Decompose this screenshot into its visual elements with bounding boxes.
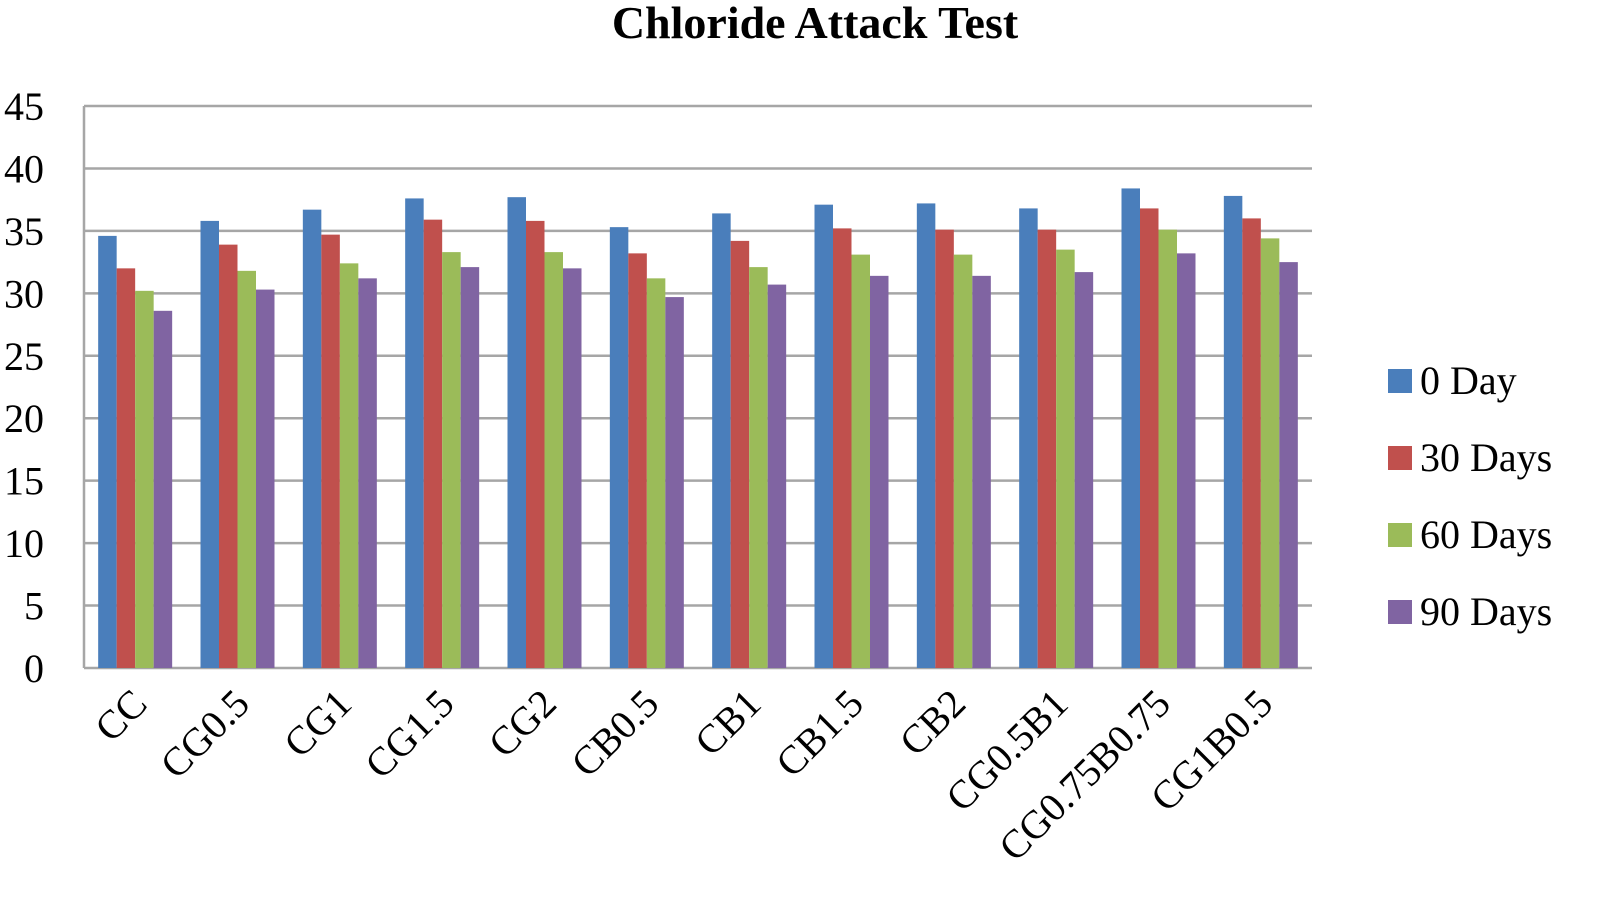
bars [98, 188, 1298, 669]
y-tick-label: 45 [4, 84, 44, 129]
bar [1158, 229, 1177, 668]
bar [98, 235, 117, 668]
bar [851, 254, 870, 668]
bar [302, 209, 322, 668]
bar [423, 219, 443, 668]
bar [1019, 208, 1038, 669]
x-tick-label: CG0.5 [151, 681, 257, 787]
y-tick-label: 5 [24, 584, 44, 629]
bar [321, 234, 340, 668]
x-tick-label: CG2 [480, 681, 565, 766]
bar [665, 297, 684, 668]
bar [730, 240, 750, 668]
bar [712, 213, 731, 668]
legend-swatch [1388, 523, 1412, 547]
x-tick-label: CB1.5 [767, 681, 872, 786]
y-tick-label: 15 [4, 459, 44, 504]
y-tick-label: 35 [4, 209, 44, 254]
bar [1242, 218, 1261, 668]
y-tick-label: 0 [24, 646, 44, 691]
bar [358, 278, 377, 668]
bar [135, 290, 154, 668]
bar [1056, 249, 1075, 668]
bar [256, 289, 275, 668]
bar [972, 275, 991, 668]
bar [442, 252, 461, 668]
bar [953, 254, 973, 668]
bar [563, 268, 582, 668]
bar [1223, 195, 1243, 669]
legend-label: 60 Days [1420, 512, 1552, 557]
bar [237, 270, 256, 668]
bar [507, 197, 526, 668]
chart-title: Chloride Attack Test [612, 0, 1019, 48]
bar [833, 228, 852, 668]
legend-label: 90 Days [1420, 589, 1552, 634]
x-tick-label: CG1 [275, 681, 360, 766]
bar [405, 198, 424, 668]
bar [1121, 188, 1140, 668]
bar [870, 275, 889, 668]
bar [1279, 262, 1298, 668]
bar [1074, 272, 1094, 668]
bar [219, 244, 238, 669]
bar [916, 203, 936, 668]
y-axis-ticks: 0 5 10 15 20 25 30 35 40 45 [4, 84, 44, 691]
y-tick-label: 20 [4, 396, 44, 441]
bar [1260, 238, 1280, 669]
legend-label: 30 Days [1420, 435, 1552, 480]
bar [814, 204, 833, 668]
bar [460, 267, 480, 668]
bar [749, 267, 768, 668]
bar [339, 263, 359, 668]
x-tick-label: CC [86, 681, 156, 751]
legend-swatch [1388, 446, 1412, 470]
y-tick-label: 30 [4, 271, 44, 316]
bar [646, 278, 666, 668]
bar [200, 220, 219, 669]
x-tick-label: CB2 [891, 681, 975, 765]
bar [544, 252, 563, 668]
x-tick-label: CB1 [686, 681, 770, 765]
bar [153, 310, 173, 668]
y-tick-label: 40 [4, 146, 44, 191]
grid-layer [82, 104, 1312, 670]
bar [1037, 229, 1057, 668]
legend-label: 0 Day [1420, 358, 1517, 403]
bar [1177, 253, 1196, 668]
y-tick-label: 25 [4, 334, 44, 379]
legend-swatch [1388, 600, 1412, 624]
bar [526, 220, 545, 669]
y-tick-label: 10 [4, 521, 44, 566]
legend-swatch [1388, 369, 1412, 393]
bar [116, 268, 136, 668]
bar [628, 253, 647, 668]
legend: 0 Day 30 Days 60 Days 90 Days [1388, 358, 1552, 634]
x-tick-label: CG1.5 [356, 681, 462, 787]
bar [935, 229, 954, 668]
bar [767, 284, 787, 668]
bar [609, 227, 629, 669]
bar [1140, 208, 1159, 669]
x-tick-label: CB0.5 [562, 681, 667, 786]
